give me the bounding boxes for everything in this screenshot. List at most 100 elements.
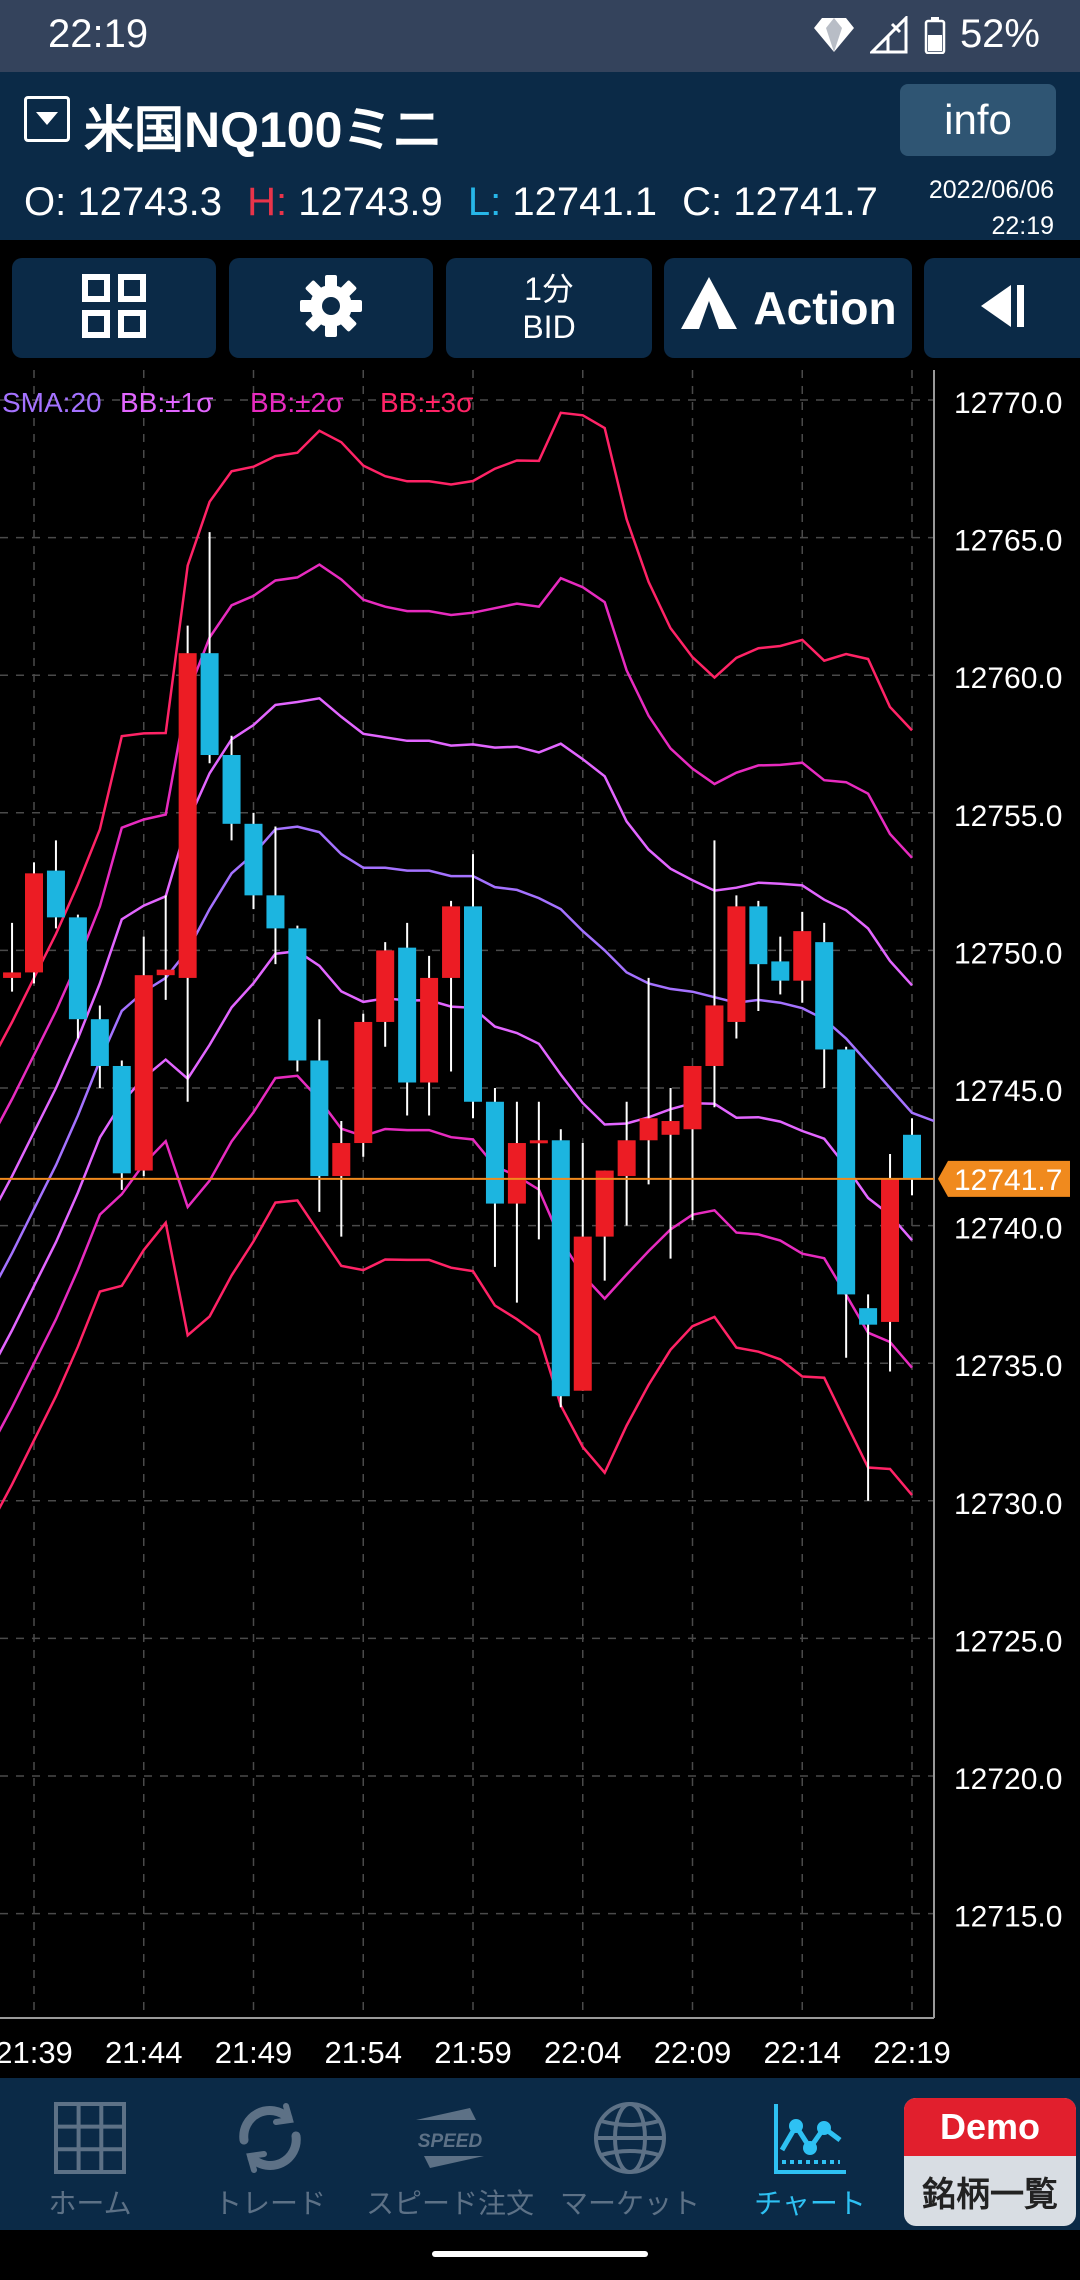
bollinger-upper-3sigma-line (0, 411, 913, 1048)
bollinger-upper-1sigma-line (0, 696, 913, 1202)
candle-body (310, 1060, 329, 1177)
x-tick-label: 21:44 (105, 2035, 183, 2070)
action-triangle-icon (679, 275, 739, 342)
candle-body (749, 906, 768, 965)
y-tick-label: 12770.0 (954, 387, 1062, 420)
candle-body (837, 1049, 856, 1295)
nav-chart-label: チャート (754, 2188, 866, 2219)
x-tick-label: 22:19 (873, 2035, 951, 2070)
high-value: 12743.9 (298, 180, 443, 224)
interval-label: 1分 (524, 271, 574, 307)
candle-body (815, 942, 834, 1050)
candle-body (639, 1118, 658, 1141)
y-tick-label: 12740.0 (954, 1213, 1062, 1246)
settings-button[interactable] (229, 258, 433, 358)
trade-refresh-icon (230, 2100, 310, 2176)
legend-entry: SMA:20 (2, 387, 102, 418)
speed-order-icon: SPEED (410, 2100, 490, 2176)
interval-button[interactable]: 1分 BID (446, 258, 652, 358)
price-chart[interactable]: 12770.0 12765.0 12760.0 12755.0 12750.0 12745… (0, 370, 1080, 2078)
candle-body (420, 977, 439, 1083)
gesture-area (0, 2230, 1080, 2280)
candle-body (68, 917, 87, 1020)
candle-body (244, 823, 263, 896)
y-tick-label: 12750.0 (954, 937, 1062, 970)
candle-body (464, 906, 482, 1102)
gesture-handle[interactable] (432, 2251, 648, 2257)
candle-body (288, 928, 307, 1061)
candle-body (354, 1021, 373, 1144)
x-tick-label: 22:14 (763, 2035, 841, 2070)
action-label: Action (753, 282, 897, 334)
demo-symbol-list-button[interactable]: Demo 銘柄一覧 (904, 2098, 1076, 2226)
chart-background (0, 370, 1080, 2078)
nav-chart[interactable]: チャート (720, 2078, 900, 2230)
x-tick-label: 21:49 (215, 2035, 293, 2070)
candle-body (551, 1140, 570, 1397)
x-tick-label: 21:59 (434, 2035, 512, 2070)
home-grid-icon (50, 2100, 130, 2176)
chart-icon (770, 2100, 850, 2176)
candle-body (156, 969, 175, 976)
sma20-line (0, 825, 935, 1279)
close-label: C: (682, 180, 723, 224)
candle-body (859, 1308, 878, 1325)
y-tick-label: 12720.0 (954, 1763, 1062, 1796)
nav-trade-label: トレード (213, 2188, 326, 2219)
ohlc-readout: O: 12743.3 H: 12743.9 L: 12741.1 C: 1274… (24, 180, 878, 225)
bollinger-lower-2sigma-line (0, 1074, 913, 1433)
candle-body (90, 1019, 109, 1066)
open-value: 12743.3 (77, 180, 222, 224)
y-tick-label: 12760.0 (954, 662, 1062, 695)
layout-button[interactable] (12, 258, 216, 358)
nav-market[interactable]: マーケット (540, 2078, 720, 2230)
symbol-title[interactable]: 米国NQ100ミニ (84, 102, 443, 158)
cellular-signal-icon (869, 15, 910, 54)
info-button[interactable]: info (900, 84, 1056, 156)
current-price-tag (938, 1160, 1070, 1197)
bollinger-upper-2sigma-line (0, 563, 913, 1125)
nav-trade[interactable]: トレード (180, 2078, 360, 2230)
battery-icon (924, 16, 946, 54)
candle-body (398, 947, 417, 1083)
chart-toolbar: 1分 BID Action (0, 240, 1080, 370)
candle-body (376, 950, 395, 1022)
candle-body (529, 1140, 548, 1144)
y-tick-label: 12755.0 (954, 800, 1062, 833)
legend-entry: BB:±1σ (120, 387, 213, 418)
candle-body (442, 906, 461, 978)
y-tick-label: 12735.0 (954, 1350, 1062, 1383)
price-side-label: BID (522, 309, 576, 345)
globe-icon (590, 2100, 670, 2176)
legend-entry: BB:±3σ (380, 387, 473, 418)
signal-diamond-icon (812, 16, 856, 54)
candle-body (222, 755, 241, 824)
symbol-header: 米国NQ100ミニ info O: 12743.3 H: 12743.9 L: … (0, 72, 1080, 240)
y-tick-label: 12745.0 (954, 1075, 1062, 1108)
candle-body (25, 873, 43, 973)
status-icons: 52% (812, 12, 1040, 57)
candle-body (683, 1065, 702, 1130)
action-button[interactable]: Action (664, 258, 912, 358)
gear-icon (298, 273, 364, 344)
candle-body (112, 1065, 131, 1174)
low-value: 12741.1 (512, 180, 657, 224)
quote-datetime: 2022/06/06 22:19 (929, 172, 1054, 244)
candle-body (881, 1178, 900, 1322)
candlestick-chart[interactable]: 12770.0 12765.0 12760.0 12755.0 12750.0 12745… (0, 370, 1080, 2078)
candle-body (3, 972, 22, 978)
demo-badge: Demo (904, 2098, 1076, 2156)
low-label: L: (467, 180, 502, 224)
nav-speed-order[interactable]: SPEED スピード注文 (360, 2078, 540, 2230)
candle-body (595, 1170, 614, 1237)
collapse-panel-button[interactable] (924, 258, 1080, 358)
y-tick-label: 12725.0 (954, 1625, 1062, 1658)
candle-body (332, 1143, 351, 1177)
symbol-dropdown-icon[interactable] (24, 96, 70, 142)
candle-body (485, 1101, 504, 1204)
candle-body (903, 1134, 921, 1179)
nav-home[interactable]: ホーム (0, 2078, 180, 2230)
status-time: 22:19 (48, 12, 149, 56)
collapse-left-icon (977, 281, 1027, 336)
candle-body (771, 961, 790, 981)
